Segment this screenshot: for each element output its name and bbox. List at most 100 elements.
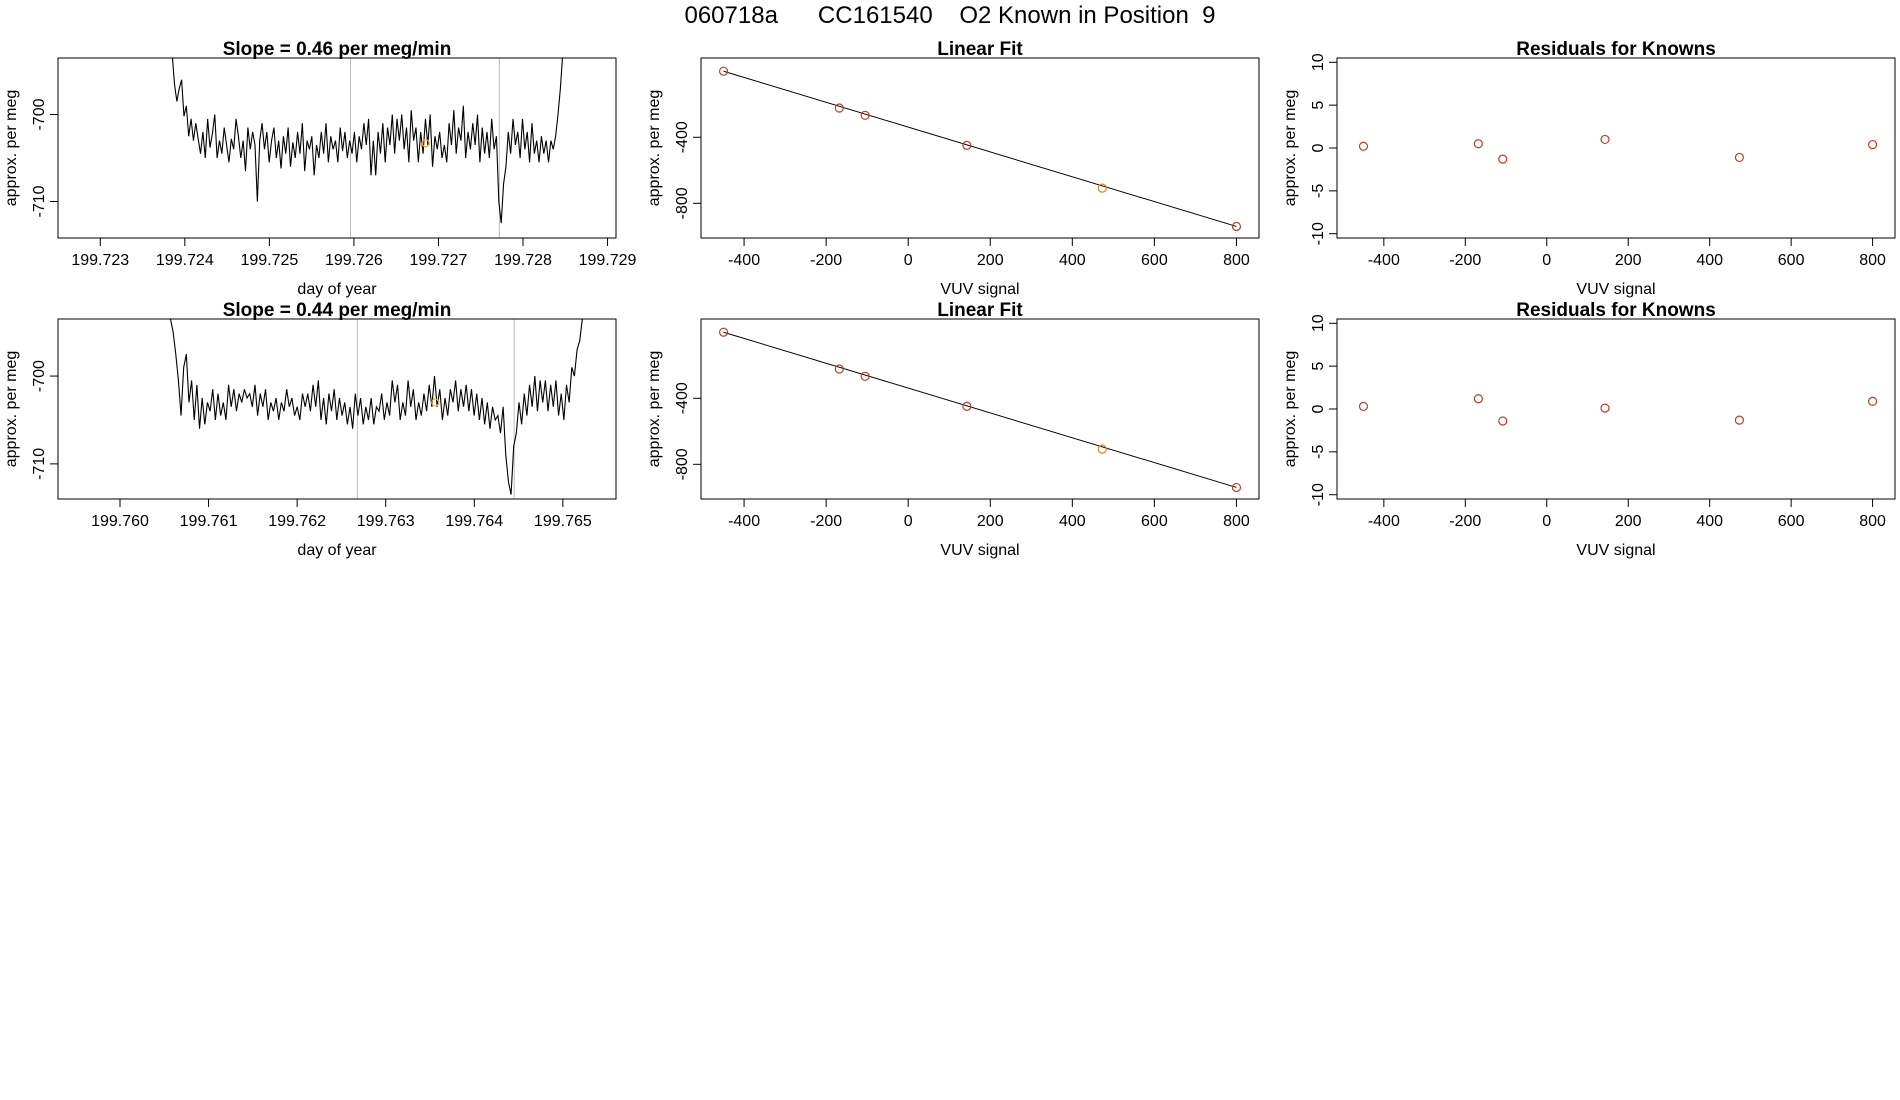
- y-tick-label: -710: [31, 185, 48, 217]
- y-tick-label: 10: [1310, 53, 1327, 71]
- series-line: [169, 319, 583, 495]
- data-point: [1498, 416, 1508, 426]
- x-tick-label: -200: [810, 252, 842, 269]
- x-axis-label: VUV signal: [1576, 542, 1655, 559]
- data-point: [860, 110, 870, 120]
- x-tick-label: -200: [1449, 252, 1481, 269]
- panel-title: Slope = 0.46 per meg/min: [223, 39, 452, 60]
- data-point: [962, 401, 972, 411]
- x-tick-label: 600: [1141, 513, 1168, 530]
- y-tick-label: -10: [1310, 483, 1327, 506]
- x-tick-label: 199.726: [325, 252, 383, 269]
- x-tick-label: 199.728: [494, 252, 552, 269]
- x-tick-label: 800: [1859, 252, 1886, 269]
- x-tick-label: 400: [1696, 252, 1723, 269]
- x-tick-label: 199.765: [534, 513, 592, 530]
- highlight-point: [431, 398, 440, 407]
- y-tick-label: 0: [1310, 143, 1327, 152]
- y-axis-label: approx. per meg: [646, 351, 663, 468]
- x-tick-label: -400: [728, 513, 760, 530]
- fit-line: [723, 331, 1237, 488]
- data-point: [1600, 403, 1610, 413]
- x-tick-label: 199.725: [240, 252, 298, 269]
- fit-line: [723, 70, 1237, 227]
- linear-fit-panel-1: Linear Fit VUV signal approx. per meg -400 -…: [646, 39, 1260, 298]
- x-tick-label: 199.760: [91, 513, 149, 530]
- x-tick-label: 199.762: [268, 513, 326, 530]
- x-axis-label: day of year: [297, 542, 377, 559]
- data-point: [1231, 221, 1242, 232]
- plot-frame: [1336, 57, 1896, 239]
- x-tick-label: 200: [1615, 513, 1642, 530]
- plot-frame: [700, 57, 1260, 239]
- x-tick-label: 600: [1778, 252, 1805, 269]
- x-tick-label: 199.727: [410, 252, 468, 269]
- x-tick-label: 199.764: [445, 513, 503, 530]
- y-axis-label: approx. per meg: [1282, 90, 1299, 207]
- x-axis-label: day of year: [297, 281, 377, 298]
- y-tick-label: -800: [674, 187, 691, 219]
- x-tick-label: 200: [977, 252, 1004, 269]
- y-tick-label: 5: [1310, 362, 1327, 371]
- x-tick-label: 400: [1696, 513, 1723, 530]
- x-tick-label: 400: [1059, 252, 1086, 269]
- data-point: [1734, 415, 1745, 425]
- y-axis-label: approx. per meg: [3, 351, 20, 468]
- x-tick-label: -400: [1368, 252, 1400, 269]
- data-point: [1473, 139, 1483, 149]
- x-axis-label: VUV signal: [940, 542, 1019, 559]
- residuals-panel-1: Residuals for Knowns VUV signal approx. pe…: [1282, 39, 1896, 298]
- page-title: 060718a CC161540 O2 Known in Position 9: [684, 2, 1216, 29]
- x-tick-label: -200: [1449, 513, 1481, 530]
- panel-title: Linear Fit: [937, 300, 1023, 321]
- data-point: [1097, 444, 1107, 454]
- highlight-point: [421, 139, 430, 148]
- x-tick-label: 199.723: [71, 252, 129, 269]
- y-axis-label: approx. per meg: [646, 90, 663, 207]
- panel-title: Linear Fit: [937, 39, 1023, 60]
- data-point: [1358, 141, 1369, 151]
- series-line: [171, 58, 563, 224]
- x-tick-label: 200: [977, 513, 1004, 530]
- data-point: [860, 371, 870, 381]
- data-point: [834, 364, 844, 374]
- data-point: [718, 66, 729, 76]
- y-tick-label: -710: [31, 448, 48, 480]
- x-tick-label: -200: [810, 513, 842, 530]
- x-tick-label: 0: [904, 513, 913, 530]
- x-tick-label: 800: [1223, 252, 1250, 269]
- data-point: [1734, 152, 1745, 163]
- y-tick-label: -10: [1310, 222, 1327, 245]
- y-tick-label: -5: [1310, 184, 1327, 198]
- data-point: [1600, 134, 1610, 145]
- linear-fit-panel-2: Linear Fit VUV signal approx. per meg -400 -…: [646, 300, 1260, 559]
- x-tick-label: 800: [1859, 513, 1886, 530]
- plot-frame: [700, 318, 1260, 500]
- data-point: [1097, 183, 1107, 193]
- x-tick-label: 0: [904, 252, 913, 269]
- data-point: [1473, 394, 1483, 404]
- data-point: [962, 140, 972, 150]
- x-tick-label: 199.763: [357, 513, 415, 530]
- x-tick-label: -400: [728, 252, 760, 269]
- panel-title: Slope = 0.44 per meg/min: [223, 300, 452, 321]
- x-tick-label: 199.729: [579, 252, 637, 269]
- data-point: [1867, 396, 1878, 406]
- x-axis-label: VUV signal: [1576, 281, 1655, 298]
- data-point: [1231, 482, 1242, 493]
- data-point: [834, 103, 844, 113]
- y-tick-label: -700: [31, 360, 48, 392]
- plot-frame: [57, 57, 617, 239]
- y-tick-label: -400: [674, 121, 691, 153]
- data-point: [1498, 154, 1508, 164]
- x-tick-label: -400: [1368, 513, 1400, 530]
- residuals-panel-2: Residuals for Knowns VUV signal approx. pe…: [1282, 300, 1896, 559]
- y-tick-label: -700: [31, 98, 48, 130]
- x-tick-label: 199.761: [180, 513, 238, 530]
- plot-frame: [57, 318, 617, 500]
- y-axis-label: approx. per meg: [3, 90, 20, 207]
- y-tick-label: 5: [1310, 101, 1327, 110]
- y-tick-label: -800: [674, 448, 691, 480]
- data-point: [1358, 401, 1369, 412]
- y-axis-label: approx. per meg: [1282, 351, 1299, 468]
